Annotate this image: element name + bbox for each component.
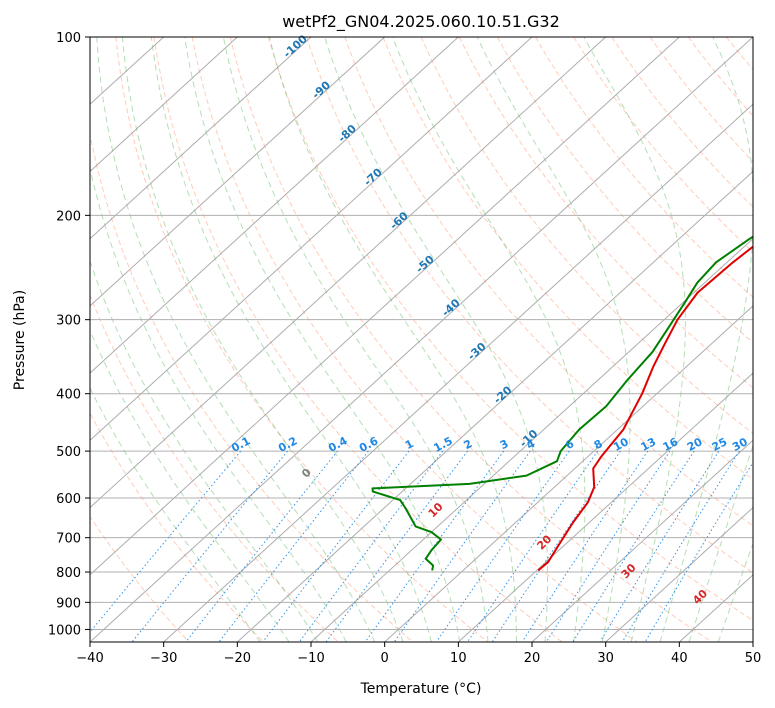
mixing-ratio-line — [218, 450, 369, 642]
isotherm-line — [90, 37, 312, 240]
dry-adiabat-line — [573, 37, 753, 253]
mixing-ratio-line — [393, 450, 531, 642]
plot-frame — [89, 36, 754, 643]
moist-adiabat-line — [659, 37, 753, 642]
isotherm-line — [605, 506, 753, 642]
x-axis-title: Temperature (°C) — [360, 681, 482, 697]
dry-adiabat-line — [496, 37, 753, 344]
dry-adiabat-line — [90, 412, 264, 642]
x-tick-label: 40 — [671, 651, 688, 666]
y-tick-label: 800 — [56, 566, 81, 581]
mixing-ratio-line — [325, 450, 468, 642]
mixing-ratio-line — [90, 450, 242, 633]
moist-adiabat-line — [392, 37, 586, 642]
moist-adiabat-line — [90, 387, 261, 642]
mixing-ratio-line — [298, 450, 444, 642]
isotherm-line — [310, 237, 753, 642]
mixing-ratio-line — [621, 450, 740, 642]
data-series — [371, 235, 753, 572]
mixing-ratio-label: 25 — [710, 435, 730, 454]
x-tick-label: −30 — [150, 651, 177, 666]
mixing-ratio-label: 30 — [730, 435, 750, 454]
dry-adiabat-line — [382, 37, 753, 481]
x-tick-label: −10 — [297, 651, 324, 666]
y-tick-label: 100 — [56, 31, 81, 46]
moist-adiabat-line — [324, 37, 549, 642]
dry-adiabat-line — [344, 37, 753, 527]
x-tick-label: 10 — [450, 651, 467, 666]
isotherm-line — [236, 170, 753, 642]
moist-adiabat-line — [268, 37, 517, 642]
dry-adiabat-line — [306, 37, 753, 574]
y-axis-title: Pressure (hPa) — [12, 290, 28, 390]
isotherm-line — [90, 37, 680, 576]
moist-adiabat-line — [90, 165, 347, 642]
moist-adiabat-line — [96, 37, 376, 642]
moist-adiabat-line — [222, 37, 489, 642]
temperature-profile-line — [537, 245, 753, 572]
y-tick-label: 400 — [56, 388, 81, 403]
mixing-ratio-label: 10 — [611, 435, 631, 454]
dry-adiabat-line — [90, 293, 339, 642]
y-tick-label: 500 — [56, 445, 81, 460]
y-tick-label: 900 — [56, 596, 81, 611]
isotherm-line — [90, 37, 238, 173]
mixing-ratio-line — [185, 450, 338, 642]
y-tick-label: 600 — [56, 492, 81, 507]
mixing-ratio-line — [131, 450, 288, 642]
dewpoint-profile-line — [371, 235, 753, 571]
moist-adiabat-line — [688, 444, 753, 642]
mixing-ratio-label: 13 — [639, 435, 659, 454]
x-axis-ticks: −40 −30 −20 −10 0 10 20 30 40 50 — [76, 642, 761, 666]
dry-adiabat-line — [268, 37, 753, 622]
dry-adiabat-line — [649, 37, 753, 163]
mixing-ratio-label: 20 — [685, 435, 705, 454]
y-tick-label: 700 — [56, 532, 81, 547]
isotherm-line — [90, 37, 533, 442]
moist-adiabat-line — [90, 259, 319, 642]
moist-adiabat-line — [90, 328, 290, 642]
dry-adiabat-line — [458, 37, 753, 389]
dry-adiabat-line — [90, 131, 414, 642]
dry-adiabat-line — [191, 37, 638, 642]
isotherm-line — [163, 103, 753, 642]
mixing-ratio-line — [599, 450, 720, 642]
moist-adiabat-line — [583, 37, 686, 642]
isotherm-line — [90, 37, 386, 307]
moist-adiabat-line — [717, 542, 753, 642]
moist-adiabat-line — [184, 37, 461, 642]
isotherm-line — [531, 439, 753, 642]
isotherm-line — [384, 305, 753, 642]
mixing-ratio-line — [435, 450, 570, 642]
y-tick-label: 1000 — [48, 623, 81, 638]
x-tick-label: 20 — [524, 651, 541, 666]
mixing-ratio-line — [521, 450, 649, 642]
moist-adiabat-line — [150, 37, 432, 642]
dry-adiabat-line — [229, 37, 712, 642]
x-tick-label: 50 — [745, 651, 762, 666]
isotherm-line — [90, 37, 753, 642]
chart-title: wetPf2_GN04.2025.060.10.51.G32 — [282, 12, 560, 32]
y-tick-label: 200 — [56, 209, 81, 224]
x-tick-label: 30 — [597, 651, 614, 666]
mixing-ratio-label: 16 — [661, 435, 681, 454]
mixing-ratio-line — [467, 450, 599, 642]
dry-adiabat-line — [535, 37, 753, 298]
x-tick-label: 0 — [381, 651, 389, 666]
mixing-ratio-line — [644, 461, 753, 642]
y-tick-label: 300 — [56, 314, 81, 329]
x-tick-label: −40 — [76, 651, 103, 666]
moist-adiabat-line — [121, 37, 404, 642]
isotherm-line — [90, 37, 459, 374]
moist-adiabat-line — [476, 37, 631, 642]
isotherm-line — [457, 372, 753, 642]
isotherm-line — [90, 37, 607, 509]
x-tick-label: −20 — [224, 651, 251, 666]
y-axis-ticks: 1000 900 800 700 600 500 400 300 200 100 — [48, 31, 90, 638]
